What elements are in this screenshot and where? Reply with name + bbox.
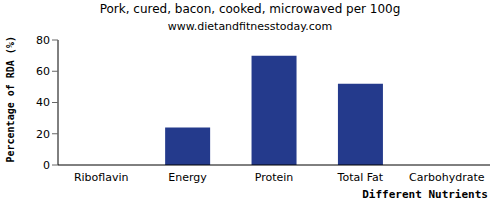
svg-text:Different Nutrients: Different Nutrients	[362, 188, 488, 200]
svg-text:Total Fat: Total Fat	[337, 171, 384, 184]
svg-text:Protein: Protein	[255, 171, 294, 184]
svg-text:Riboflavin: Riboflavin	[74, 171, 129, 184]
html-text:www.dietandfitnesstoday.com: www.dietandfitnesstoday.com	[167, 20, 333, 33]
svg-text:Carbohydrate: Carbohydrate	[409, 171, 485, 184]
svg-text:0: 0	[43, 159, 50, 172]
svg-text:40: 40	[36, 96, 50, 109]
svg-text:Energy: Energy	[168, 171, 207, 184]
svg-text:20: 20	[36, 128, 50, 141]
svg-text:Percentage of RDA (%): Percentage of RDA (%)	[8, 36, 16, 162]
svg-text:60: 60	[36, 65, 50, 78]
svg-text:80: 80	[36, 34, 50, 47]
html-text:Pork, cured, bacon, cooked, mi: Pork, cured, bacon, cooked, microwaved p…	[99, 2, 401, 16]
